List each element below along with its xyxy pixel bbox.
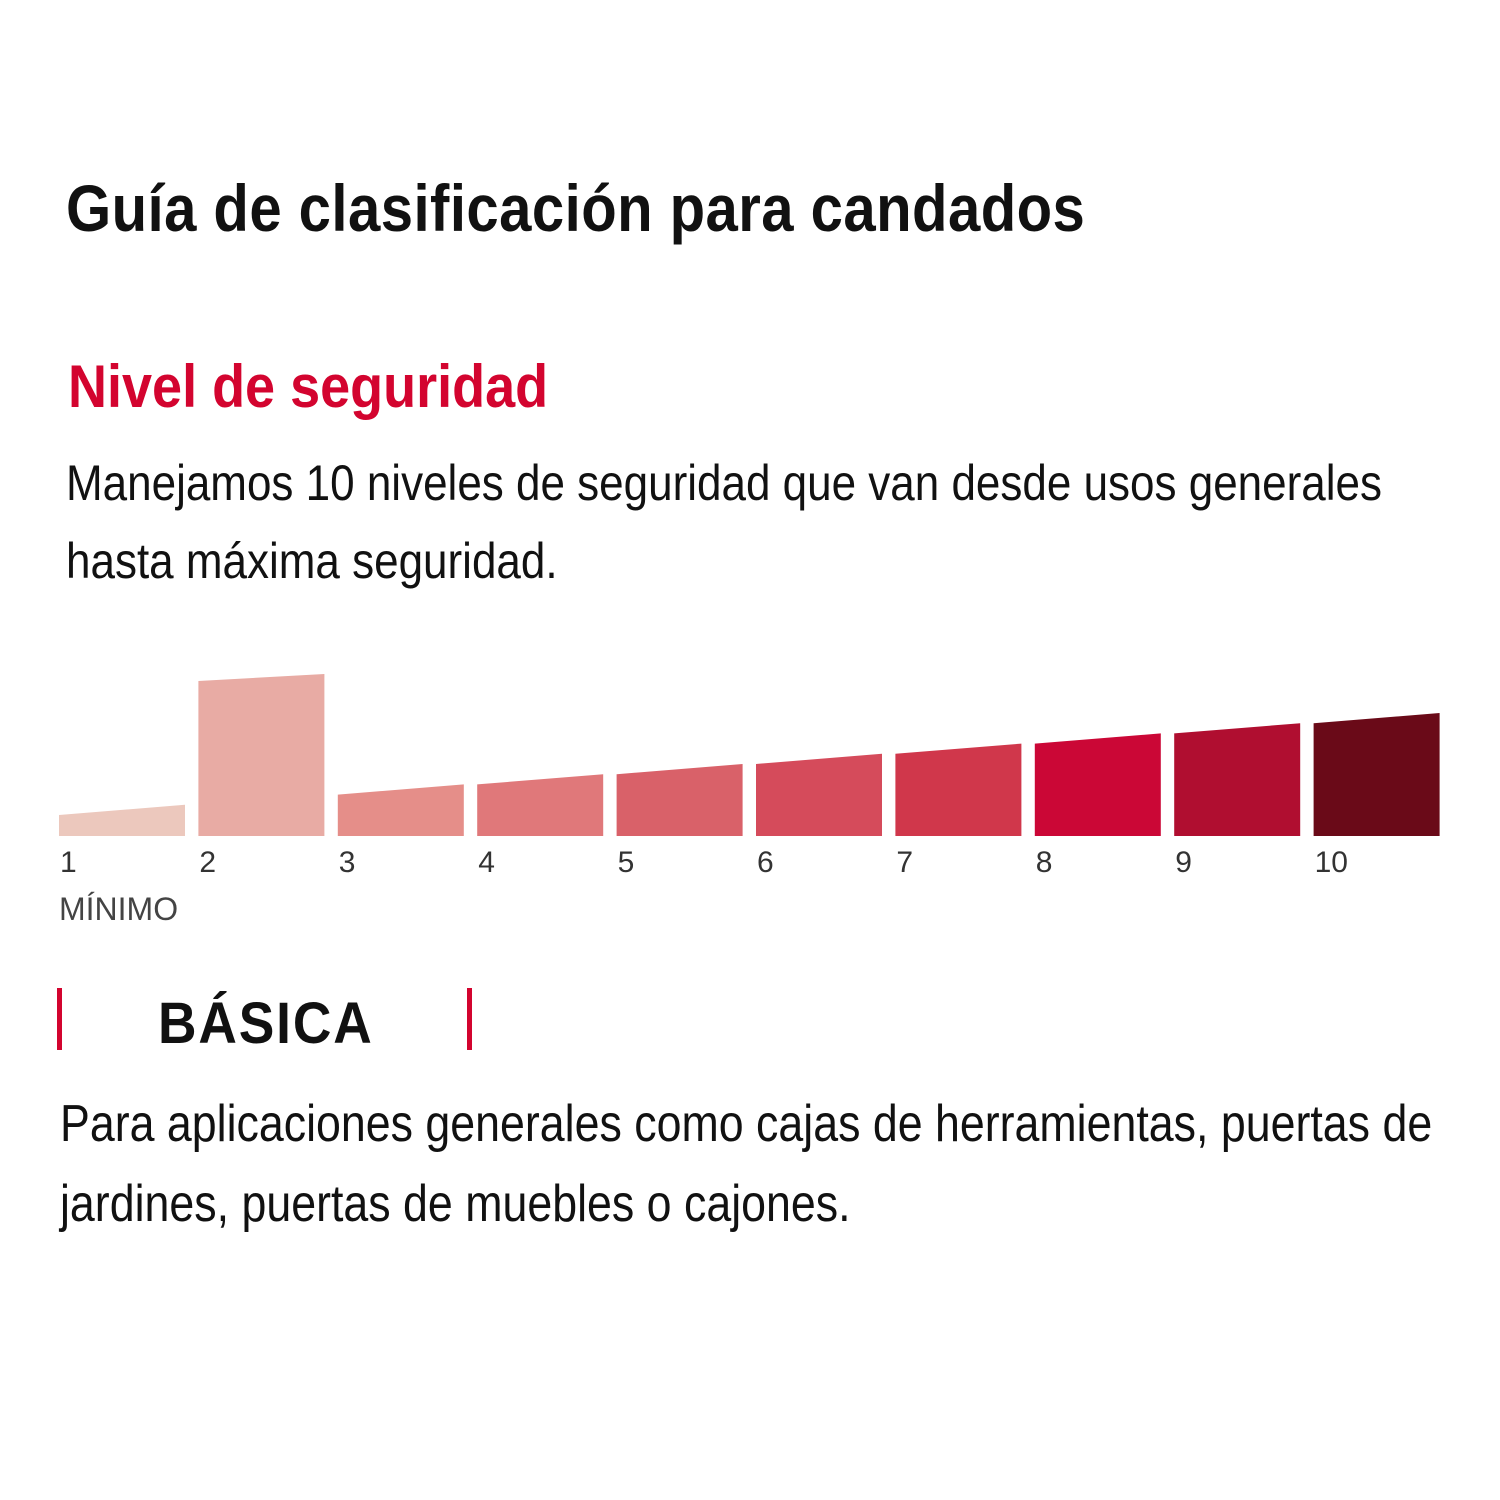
minimum-annotation: MÍNIMO <box>59 891 178 927</box>
level-name: BÁSICA <box>158 991 374 1056</box>
bar-level-8 <box>1034 733 1161 836</box>
tick-label-5: 5 <box>618 846 635 879</box>
bar-level-4 <box>477 774 604 836</box>
security-level-chart-svg: 1 2 3 4 5 6 7 8 9 10 MÍNIMO <box>59 674 1440 927</box>
tick-label-9: 9 <box>1175 846 1192 879</box>
level-description: Para aplicaciones generales como cajas d… <box>60 1095 1433 1233</box>
level-divider-right <box>467 988 472 1050</box>
bar-level-1 <box>59 804 185 836</box>
tick-label-3: 3 <box>339 846 356 879</box>
bar-level-6 <box>756 753 882 836</box>
bar-level-3 <box>337 784 464 836</box>
tick-label-10: 10 <box>1315 846 1348 879</box>
security-level-chart: 1 2 3 4 5 6 7 8 9 10 MÍNIMO <box>0 640 1500 945</box>
level-divider-left <box>57 988 62 1050</box>
bar-level-9 <box>1174 723 1301 836</box>
tick-label-1: 1 <box>60 846 77 879</box>
tick-label-8: 8 <box>1036 846 1053 879</box>
page-title: Guía de clasificación para candados <box>66 171 1086 245</box>
tick-label-6: 6 <box>757 846 774 879</box>
bars-layer <box>59 674 1440 836</box>
bar-level-2 <box>198 674 325 836</box>
tick-label-2: 2 <box>199 846 216 879</box>
tick-labels-layer: 1 2 3 4 5 6 7 8 9 10 <box>60 846 1348 879</box>
bar-level-5 <box>616 764 743 836</box>
bar-level-7 <box>895 743 1022 836</box>
section-description: Manejamos 10 niveles de seguridad que va… <box>66 455 1382 589</box>
bar-level-10 <box>1313 713 1440 836</box>
tick-label-4: 4 <box>478 846 495 879</box>
tick-label-7: 7 <box>896 846 913 879</box>
section-heading: Nivel de seguridad <box>68 353 549 420</box>
